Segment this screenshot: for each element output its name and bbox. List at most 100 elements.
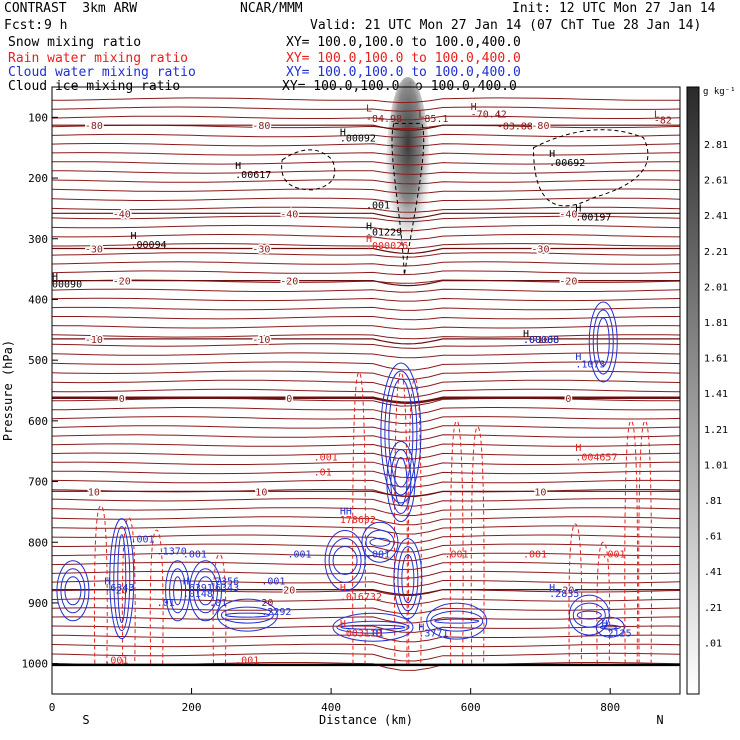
isotherm--80	[52, 124, 680, 131]
annotation-label: .001	[366, 549, 390, 560]
cloud-water-contour	[394, 457, 408, 507]
isotherm-label: -20	[113, 277, 131, 288]
colorbar-label: 1.81	[704, 318, 728, 329]
isotherm-label: 0	[119, 394, 125, 405]
annotation-label: .01	[314, 467, 332, 478]
plot-frame	[51, 86, 681, 695]
annotation-label: -82	[654, 115, 672, 126]
cloud-water-contour	[568, 594, 610, 636]
annotation-label: .01	[157, 598, 175, 609]
rain-contour	[352, 371, 366, 664]
colorbar-label: 2.61	[704, 176, 728, 187]
x-left-label: S	[82, 713, 89, 727]
annotation-label: .2835	[549, 589, 579, 600]
cloud-water-contour	[592, 309, 614, 375]
annotation-label: -83.88	[497, 121, 533, 132]
cloud-water-contour	[434, 618, 480, 624]
x-tick-label: 400	[321, 701, 341, 714]
annotation-label: .001	[314, 452, 338, 463]
y-tick-label: 600	[28, 415, 48, 428]
isotherm-label: -30	[531, 244, 549, 255]
isotherm-label: 10	[255, 487, 267, 498]
isotherm-20	[52, 589, 680, 596]
rain-contour	[149, 529, 164, 664]
isotherm-line	[51, 152, 681, 157]
annotation-label: .001	[445, 549, 469, 560]
cloud-ice-contour	[391, 122, 425, 276]
cloud-water-contour	[365, 529, 395, 555]
annotation-label: .6391	[183, 583, 213, 594]
annotation-label: .004657	[575, 452, 617, 463]
cloud-water-contour	[386, 441, 416, 523]
colorbar-label: 1.41	[704, 389, 728, 400]
cloud-water-contour	[328, 537, 362, 583]
cloud-water-contour	[113, 526, 131, 632]
init-time: Init: 12 UTC Mon 27 Jan 14	[512, 1, 716, 16]
annotation-label: .00094	[131, 240, 167, 251]
cloud-water-contour	[588, 301, 618, 383]
colorbar-label: 2.81	[704, 140, 728, 151]
isotherm-line	[51, 352, 681, 359]
annotation-label: HH	[340, 506, 352, 517]
legend-rain-name: Rain water mixing ratio	[8, 51, 189, 66]
y-tick-label: 200	[28, 172, 48, 185]
isotherm-label: -80	[531, 121, 549, 132]
fcst-value: 9 h	[44, 18, 68, 33]
isotherm-line	[51, 106, 681, 112]
y-axis-title: Pressure (hPa)	[1, 340, 15, 441]
cloud-water-contour	[426, 602, 488, 640]
cloud-water-contour	[197, 576, 215, 606]
cloud-ice-plume	[385, 76, 430, 267]
rain-contour	[638, 420, 653, 664]
isotherm-line	[51, 634, 681, 643]
annotation-label: H	[575, 443, 581, 454]
x-tick-label: 600	[461, 701, 481, 714]
isotherm-line	[51, 325, 681, 330]
annotation-label: H	[52, 272, 58, 283]
annotation-label: .001	[288, 549, 312, 560]
isotherm--20	[52, 280, 680, 287]
y-tick-label: 500	[28, 354, 48, 367]
x-tick-label: 200	[182, 701, 202, 714]
cloud-water-contour	[572, 602, 606, 628]
cloud-water-contour	[576, 610, 602, 620]
isotherm-line	[51, 361, 681, 371]
isotherm-label: 10	[88, 487, 100, 498]
annotation-label: H	[418, 622, 424, 633]
isotherm-line	[51, 97, 681, 104]
annotation-label: .2125	[602, 628, 632, 639]
annotation-label: .00692	[549, 158, 585, 169]
cloud-water-contour	[173, 576, 183, 606]
isotherm-line	[51, 416, 681, 425]
isotherm-line	[51, 607, 681, 615]
isotherm-line	[52, 470, 680, 479]
isotherm-line	[51, 498, 681, 507]
annotation-label: H	[366, 234, 372, 245]
isotherm-line	[51, 224, 681, 232]
isotherm-line	[51, 252, 681, 258]
isotherm-label: -80	[85, 121, 103, 132]
annotation-label: .001	[523, 549, 547, 560]
isotherm-line	[51, 570, 681, 579]
isotherm-line	[51, 425, 681, 433]
cloud-water-contour	[430, 610, 484, 632]
colorbar-label: .21	[704, 603, 722, 614]
cloud-water-contour	[369, 537, 391, 547]
isotherm-line	[51, 370, 681, 380]
colorbar-label: .01	[704, 638, 722, 649]
annotation-label: .003118	[340, 628, 382, 639]
title-left: CONTRAST 3km ARW	[4, 1, 138, 16]
y-tick-label: 400	[28, 293, 48, 306]
cloud-water-contour	[401, 554, 415, 604]
cloud-water-contour	[332, 612, 414, 642]
annotation-label: L	[497, 109, 503, 120]
isotherm-label: 20	[283, 586, 295, 597]
annotation-label: H	[366, 222, 372, 233]
annotation-label: H	[131, 231, 137, 242]
annotation-label: .016732	[340, 592, 382, 603]
x-tick-label: 800	[600, 701, 620, 714]
cloud-water-contour	[595, 616, 625, 638]
isotherm-line	[51, 534, 681, 544]
annotation-label: .00068	[523, 335, 559, 346]
fcst-label: Fcst:	[4, 18, 44, 33]
